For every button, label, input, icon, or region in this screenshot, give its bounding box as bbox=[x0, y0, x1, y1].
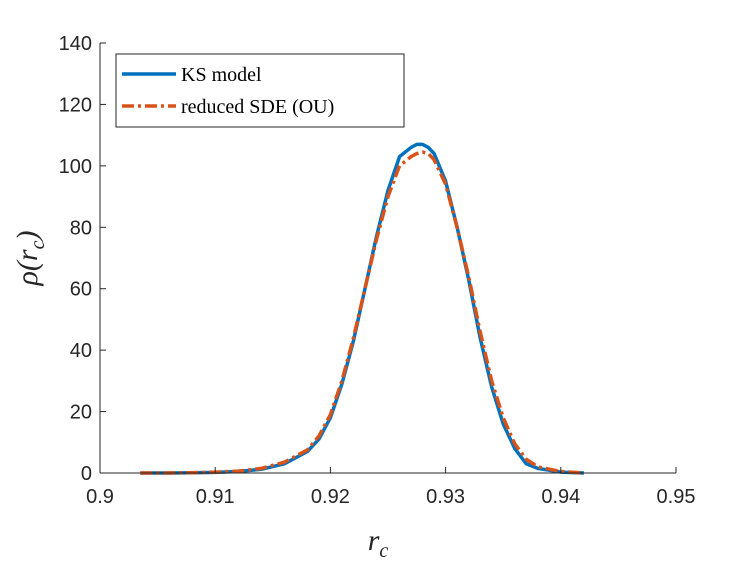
x-tick-label: 0.95 bbox=[657, 486, 696, 508]
x-tick-label: 0.93 bbox=[426, 486, 465, 508]
y-tick-label: 120 bbox=[59, 94, 92, 116]
series-layer bbox=[140, 142, 584, 475]
y-tick-label: 60 bbox=[70, 279, 92, 301]
x-ticks: 0.9 0.91 0.92 0.93 0.94 0.95 bbox=[86, 467, 695, 508]
x-tick-label: 0.92 bbox=[311, 486, 350, 508]
x-tick-label: 0.94 bbox=[541, 486, 580, 508]
x-tick-label: 0.91 bbox=[196, 486, 235, 508]
y-tick-label: 140 bbox=[59, 33, 92, 55]
series-line-reduced-sde-ou bbox=[140, 150, 584, 475]
y-tick-label: 0 bbox=[81, 463, 92, 485]
legend-box bbox=[115, 53, 405, 128]
legend-label-reduced-sde: reduced SDE (OU) bbox=[181, 96, 334, 118]
legend: KS model reduced SDE (OU) bbox=[115, 53, 405, 128]
y-tick-label: 40 bbox=[70, 340, 92, 362]
x-tick-label: 0.9 bbox=[86, 486, 114, 508]
plot-area: 0.9 0.91 0.92 0.93 0.94 0.95 0 20 40 60 80 100 120 1… bbox=[59, 33, 696, 508]
y-axis-label: ρ(rc) bbox=[11, 231, 49, 287]
legend-label-ks-model: KS model bbox=[181, 64, 262, 86]
y-ticks: 0 20 40 60 80 100 120 140 bbox=[59, 33, 106, 485]
x-axis-label: rc bbox=[368, 524, 389, 561]
series-line-ks-model bbox=[140, 142, 584, 475]
axes-layer bbox=[99, 43, 676, 474]
y-tick-label: 100 bbox=[59, 156, 92, 178]
y-tick-label: 80 bbox=[70, 217, 92, 239]
y-tick-label: 20 bbox=[70, 402, 92, 424]
